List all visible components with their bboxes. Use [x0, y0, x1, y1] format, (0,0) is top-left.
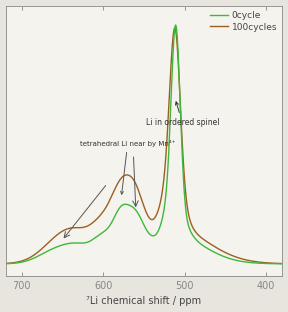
100cycles	[173, 26, 177, 30]
0cycle	[4, 262, 7, 266]
0cycle	[233, 258, 236, 262]
Text: tetrahedral Li near by Mn⁴⁺: tetrahedral Li near by Mn⁴⁺	[80, 140, 175, 194]
0cycle	[249, 261, 253, 265]
0cycle	[174, 23, 177, 27]
100cycles	[175, 33, 178, 37]
100cycles	[281, 262, 284, 266]
100cycles	[249, 259, 253, 263]
0cycle	[9, 261, 13, 265]
100cycles	[233, 255, 236, 258]
100cycles	[162, 174, 166, 178]
X-axis label: ⁷Li chemical shift / ppm: ⁷Li chemical shift / ppm	[86, 296, 202, 306]
0cycle	[39, 253, 42, 257]
Line: 100cycles: 100cycles	[5, 28, 283, 264]
100cycles	[39, 248, 42, 252]
100cycles	[9, 261, 13, 265]
Text: Li in ordered spinel: Li in ordered spinel	[146, 102, 219, 127]
0cycle	[162, 207, 166, 210]
0cycle	[175, 25, 178, 29]
Line: 0cycle: 0cycle	[5, 25, 283, 264]
Legend: 0cycle, 100cycles: 0cycle, 100cycles	[209, 10, 278, 32]
0cycle	[281, 262, 284, 266]
100cycles	[4, 261, 7, 265]
